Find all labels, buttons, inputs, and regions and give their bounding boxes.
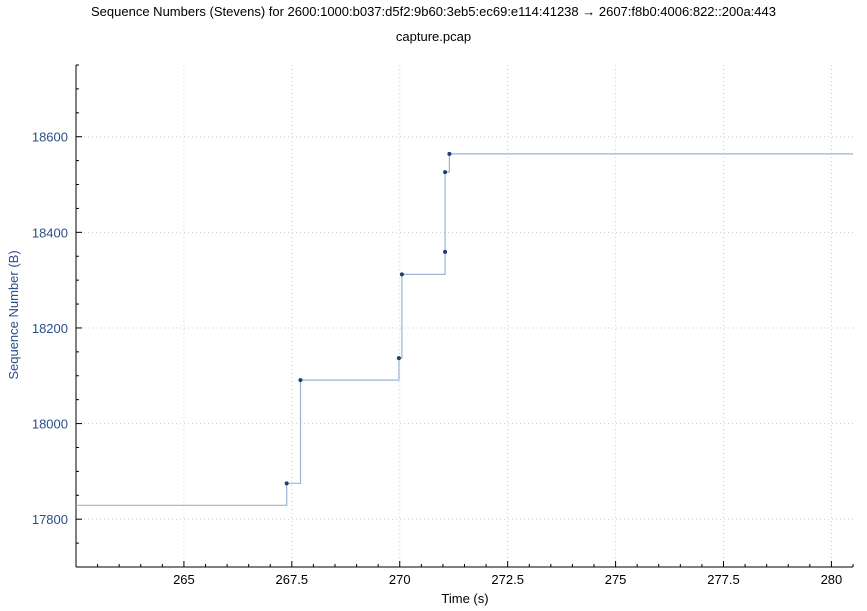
- x-tick-label: 275: [605, 572, 627, 587]
- y-tick-label: 17800: [32, 512, 68, 527]
- x-tick-label: 280: [821, 572, 843, 587]
- data-point: [396, 356, 401, 361]
- x-tick-label: 265: [173, 572, 195, 587]
- x-tick-label: 272.5: [491, 572, 524, 587]
- data-point: [284, 481, 289, 486]
- series: [76, 151, 853, 506]
- grid: [76, 65, 853, 567]
- y-axis-label: Sequence Number (B): [6, 250, 21, 379]
- x-tick-label: 277.5: [707, 572, 740, 587]
- data-point: [443, 170, 448, 175]
- x-tick-label: 270: [389, 572, 411, 587]
- chart-subtitle: capture.pcap: [395, 29, 472, 44]
- data-point: [443, 249, 448, 254]
- axes: 17800 18000 18200 18400 18600 265 267.5 270 272.…: [32, 64, 854, 587]
- x-tick-label: 267.5: [276, 572, 309, 587]
- y-tick-label: 18200: [32, 321, 68, 336]
- x-axis-label: Time (s): [441, 591, 488, 606]
- sequence-line: [76, 153, 853, 506]
- data-point: [447, 151, 452, 156]
- y-tick-label: 18600: [32, 130, 68, 145]
- y-tick-label: 18000: [32, 417, 68, 432]
- data-point: [399, 272, 404, 277]
- data-point: [298, 378, 303, 383]
- chart-title: Sequence Numbers (Stevens) for 2600:1000…: [91, 4, 776, 19]
- y-tick-label: 18400: [32, 225, 68, 240]
